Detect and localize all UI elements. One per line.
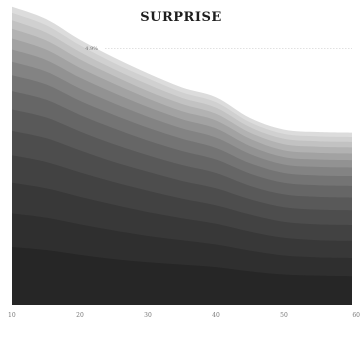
x-axis-ticks: 10 20 30 40 50 60 bbox=[8, 312, 360, 319]
area-band-1 bbox=[12, 246, 352, 305]
annotation-label: 4.9% bbox=[85, 46, 98, 52]
x-tick-label: 60 bbox=[352, 312, 360, 319]
x-tick-label: 30 bbox=[144, 312, 152, 319]
x-tick-label: 50 bbox=[280, 312, 288, 319]
stacked-areas bbox=[12, 6, 352, 306]
x-tick-label: 40 bbox=[212, 312, 220, 319]
chart-title: SURPRISE bbox=[140, 10, 222, 25]
x-tick-label: 10 bbox=[8, 312, 16, 319]
x-tick-label: 20 bbox=[76, 312, 84, 319]
